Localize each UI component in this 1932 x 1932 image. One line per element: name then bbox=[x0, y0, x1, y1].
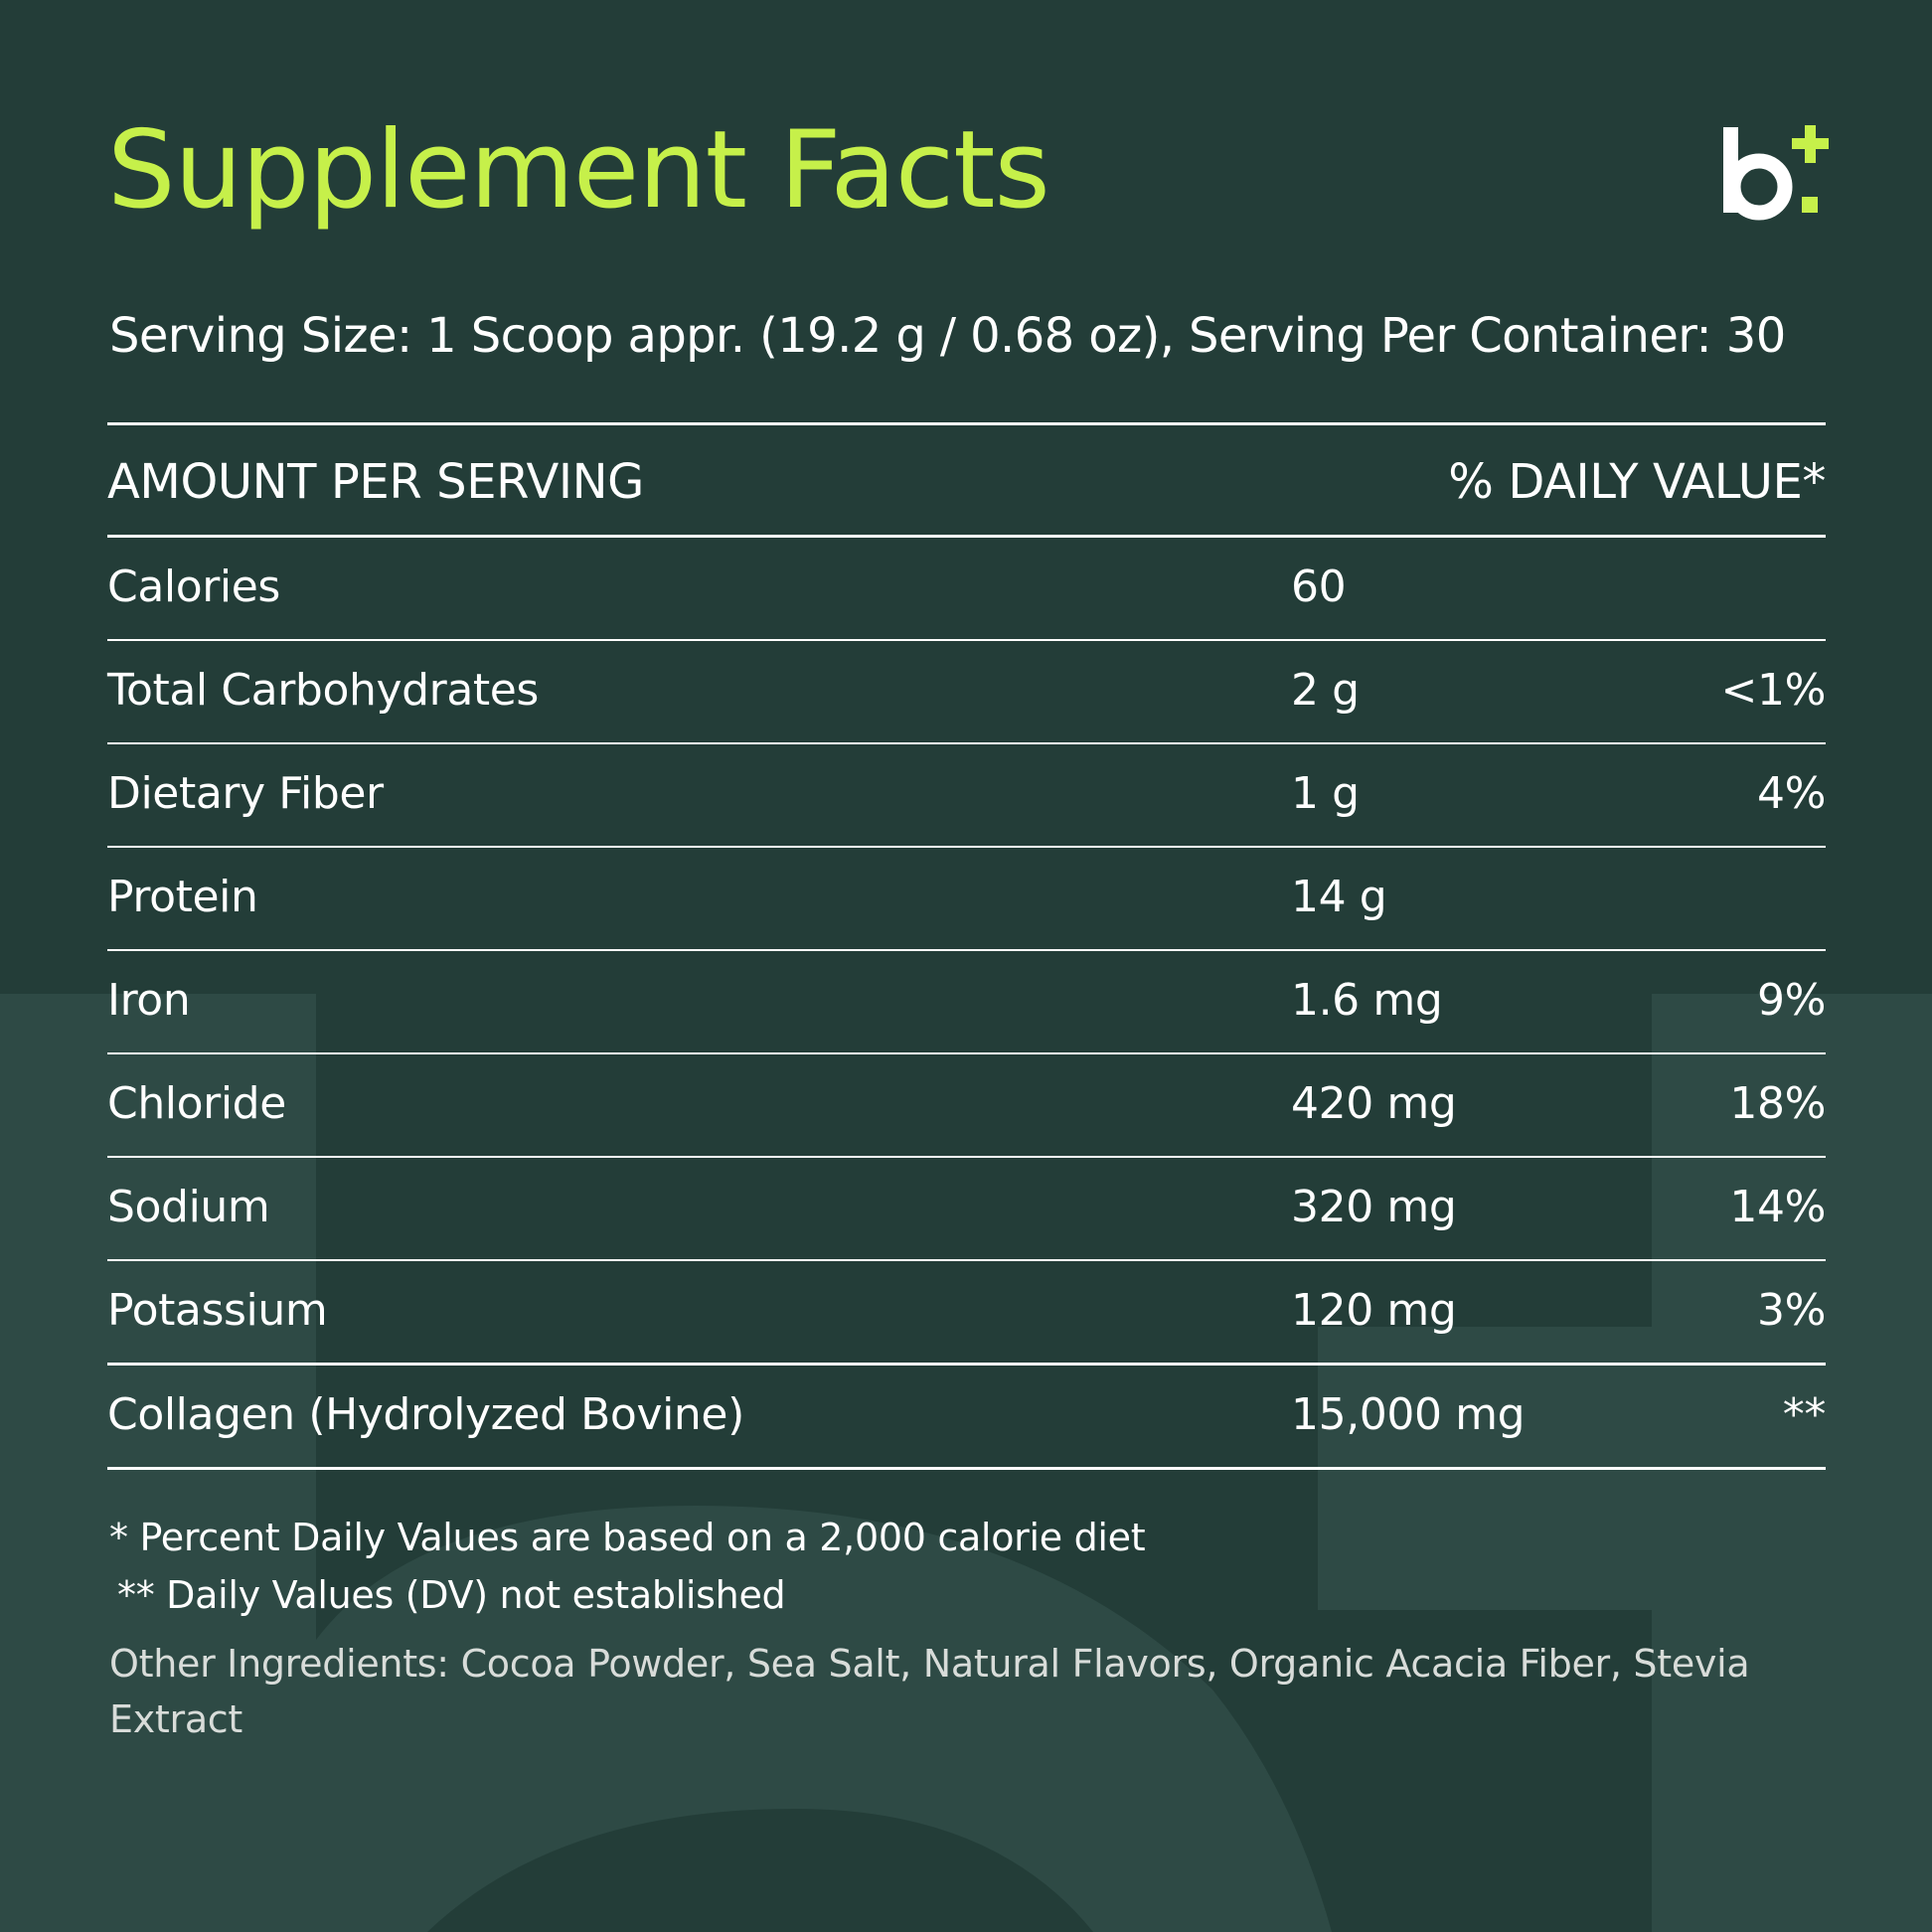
table-row-dietary-fiber: Dietary Fiber 1 g 4% bbox=[107, 744, 1826, 848]
table-row-collagen: Collagen (Hydrolyzed Bovine) 15,000 mg *… bbox=[107, 1366, 1826, 1470]
nutrient-dv: 14% bbox=[1729, 1182, 1826, 1232]
nutrient-name: Protein bbox=[107, 872, 258, 922]
nutrient-name: Potassium bbox=[107, 1285, 328, 1336]
table-row-chloride: Chloride 420 mg 18% bbox=[107, 1054, 1826, 1158]
nutrient-amount: 320 mg bbox=[1291, 1182, 1457, 1232]
nutrient-amount: 2 g bbox=[1291, 665, 1360, 716]
nutrient-name: Iron bbox=[107, 975, 191, 1026]
table-row-total-carbohydrates: Total Carbohydrates 2 g <1% bbox=[107, 641, 1826, 744]
other-ingredients: Other Ingredients: Cocoa Powder, Sea Sal… bbox=[109, 1642, 1750, 1741]
nutrition-table: AMOUNT PER SERVING % DAILY VALUE* Calori… bbox=[107, 422, 1826, 1470]
b-plus-logo-icon bbox=[1723, 125, 1829, 221]
table-row-potassium: Potassium 120 mg 3% bbox=[107, 1261, 1826, 1366]
footnotes: * Percent Daily Values are based on a 2,… bbox=[109, 1509, 1828, 1747]
page-title: Supplement Facts bbox=[107, 108, 1050, 233]
nutrient-name: Calories bbox=[107, 562, 280, 612]
nutrient-amount: 120 mg bbox=[1291, 1285, 1457, 1336]
nutrient-amount: 1 g bbox=[1291, 768, 1360, 819]
nutrient-amount: 420 mg bbox=[1291, 1078, 1457, 1129]
table-header: AMOUNT PER SERVING % DAILY VALUE* bbox=[107, 422, 1826, 538]
nutrient-name: Chloride bbox=[107, 1078, 286, 1129]
header-amount-per-serving: AMOUNT PER SERVING bbox=[107, 454, 644, 510]
table-row-protein: Protein 14 g bbox=[107, 848, 1826, 951]
nutrient-amount: 1.6 mg bbox=[1291, 975, 1443, 1026]
nutrient-dv: <1% bbox=[1720, 665, 1827, 716]
nutrient-name: Dietary Fiber bbox=[107, 768, 384, 819]
table-row-calories: Calories 60 bbox=[107, 538, 1826, 641]
nutrient-dv: 4% bbox=[1756, 768, 1826, 819]
table-row-iron: Iron 1.6 mg 9% bbox=[107, 951, 1826, 1054]
nutrient-amount: 15,000 mg bbox=[1291, 1389, 1526, 1440]
footnote-dv-not-established: ** Daily Values (DV) not established bbox=[117, 1573, 786, 1617]
nutrient-amount: 14 g bbox=[1291, 872, 1387, 922]
nutrient-dv: 18% bbox=[1729, 1078, 1826, 1129]
nutrient-name: Total Carbohydrates bbox=[107, 665, 539, 716]
nutrient-name: Sodium bbox=[107, 1182, 270, 1232]
footnote-daily-values: * Percent Daily Values are based on a 2,… bbox=[109, 1516, 1146, 1559]
serving-size-line: Serving Size: 1 Scoop appr. (19.2 g / 0.… bbox=[109, 308, 1786, 364]
nutrient-dv: 3% bbox=[1756, 1285, 1826, 1336]
nutrient-amount: 60 bbox=[1291, 562, 1347, 612]
header-daily-value: % DAILY VALUE* bbox=[1448, 454, 1826, 510]
nutrient-name: Collagen (Hydrolyzed Bovine) bbox=[107, 1389, 744, 1440]
table-row-sodium: Sodium 320 mg 14% bbox=[107, 1158, 1826, 1261]
nutrient-dv: 9% bbox=[1756, 975, 1826, 1026]
nutrient-dv: ** bbox=[1782, 1389, 1827, 1440]
